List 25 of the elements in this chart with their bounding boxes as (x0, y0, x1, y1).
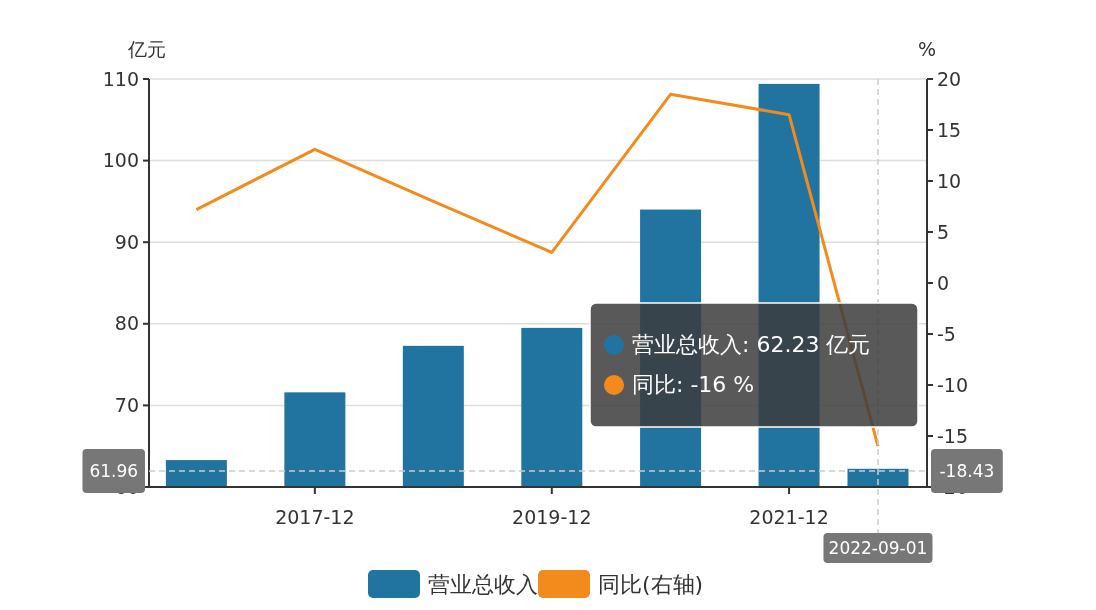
y2-tick-label: 0 (937, 271, 950, 294)
y-axis-title: 亿元 (127, 38, 166, 60)
y2-tick-label: -10 (937, 373, 969, 396)
legend-label: 同比(右轴) (598, 572, 704, 597)
y2-tick-label: -15 (937, 424, 969, 447)
y-tick-label: 100 (102, 149, 139, 172)
annotation: 营业总收入: 62.23 亿元 (632, 332, 871, 357)
y2-tick-label: 15 (937, 118, 962, 141)
text: -18.43 (939, 461, 995, 482)
y2-tick-label: 10 (937, 169, 962, 192)
y2-axis-title: % (917, 38, 937, 60)
legend-label: 营业总收入 (428, 572, 538, 597)
ref-line-label: 61.96 (89, 461, 139, 482)
ref-line-label: 2022-09-01 (828, 538, 928, 558)
x-tick-label: 2017-12 (275, 506, 355, 528)
y2-tick-label: 20 (937, 67, 962, 90)
annotation: 同比: -16 % (632, 372, 755, 397)
x-tick-label: 2019-12 (512, 506, 592, 528)
y-tick-label: 70 (114, 394, 139, 417)
y-tick-label: 80 (114, 312, 139, 335)
y2-tick-label: -5 (937, 322, 956, 345)
y2-tick-label: 5 (937, 220, 950, 243)
x-tick-label: 2021-12 (749, 506, 829, 528)
y-tick-label: 90 (114, 230, 139, 253)
y-tick-label: 110 (102, 67, 139, 90)
